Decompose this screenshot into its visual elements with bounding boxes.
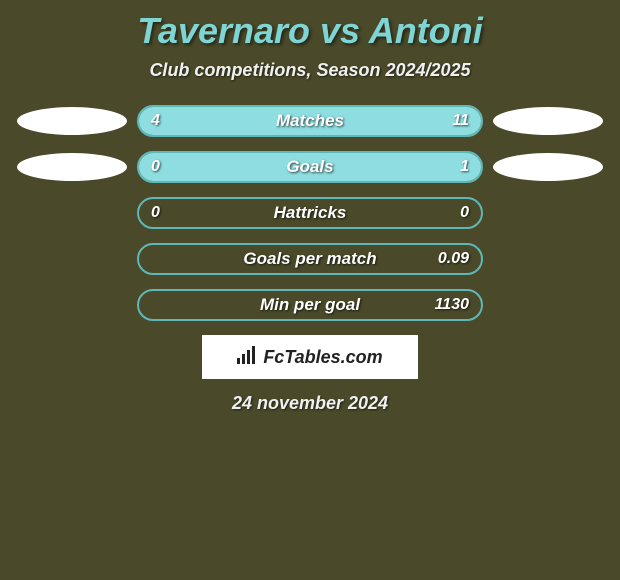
oval-spacer — [17, 245, 127, 273]
stat-row: Goals per match 0.09 — [0, 243, 620, 275]
oval-spacer — [493, 199, 603, 227]
stat-label: Goals per match — [243, 249, 376, 269]
stat-label: Hattricks — [274, 203, 347, 223]
stat-value-right: 0 — [460, 204, 469, 222]
date-text: 24 november 2024 — [0, 393, 620, 414]
page-title: Tavernaro vs Antoni — [0, 0, 620, 60]
stat-label: Min per goal — [260, 295, 360, 315]
stat-value-right: 1130 — [435, 296, 469, 314]
oval-spacer — [493, 291, 603, 319]
oval-spacer — [17, 291, 127, 319]
stat-value-right: 11 — [452, 112, 469, 130]
stat-value-right: 0.09 — [438, 250, 469, 268]
bar-fill-right — [230, 107, 481, 135]
comparison-bars-container: Matches 4 11 Goals 0 1 Hattricks 0 0 Goals per ma… — [0, 105, 620, 321]
page-subtitle: Club competitions, Season 2024/2025 — [0, 60, 620, 105]
logo-text: FcTables.com — [263, 347, 382, 368]
stat-row: Matches 4 11 — [0, 105, 620, 137]
stat-bar: Min per goal 1130 — [137, 289, 483, 321]
stat-label: Goals — [286, 157, 333, 177]
stat-bar: Goals per match 0.09 — [137, 243, 483, 275]
stat-row: Hattricks 0 0 — [0, 197, 620, 229]
stat-bar: Hattricks 0 0 — [137, 197, 483, 229]
stat-value-left: 4 — [151, 112, 160, 130]
stat-value-left: 0 — [151, 204, 160, 222]
stat-value-left: 0 — [151, 158, 160, 176]
player-right-oval — [493, 107, 603, 135]
stat-bar: Matches 4 11 — [137, 105, 483, 137]
logo-box: FcTables.com — [202, 335, 418, 379]
stat-bar: Goals 0 1 — [137, 151, 483, 183]
oval-spacer — [493, 245, 603, 273]
player-left-oval — [17, 107, 127, 135]
stat-row: Goals 0 1 — [0, 151, 620, 183]
stat-row: Min per goal 1130 — [0, 289, 620, 321]
chart-icon — [237, 346, 257, 369]
oval-spacer — [17, 199, 127, 227]
player-left-oval — [17, 153, 127, 181]
player-right-oval — [493, 153, 603, 181]
stat-label: Matches — [276, 111, 344, 131]
stat-value-right: 1 — [460, 158, 469, 176]
